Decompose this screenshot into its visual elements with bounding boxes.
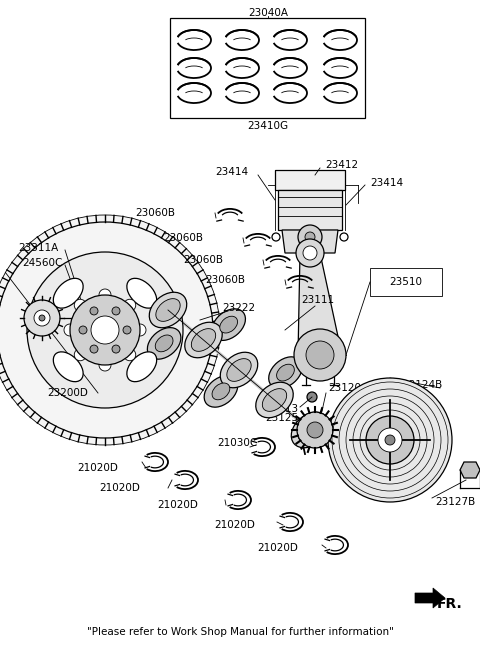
Text: 23124B: 23124B bbox=[402, 380, 442, 390]
Circle shape bbox=[272, 233, 280, 241]
Text: FR.: FR. bbox=[437, 597, 463, 611]
Circle shape bbox=[39, 315, 45, 321]
Circle shape bbox=[296, 239, 324, 267]
Ellipse shape bbox=[192, 329, 216, 352]
Text: 21020D: 21020D bbox=[257, 543, 298, 553]
Polygon shape bbox=[282, 230, 338, 253]
Circle shape bbox=[74, 349, 86, 361]
Text: 23111: 23111 bbox=[301, 295, 335, 305]
Circle shape bbox=[64, 324, 76, 336]
Text: 23510: 23510 bbox=[389, 277, 422, 287]
Circle shape bbox=[307, 422, 323, 438]
Text: 24340: 24340 bbox=[345, 395, 378, 405]
Ellipse shape bbox=[185, 322, 222, 358]
Circle shape bbox=[70, 295, 140, 365]
Ellipse shape bbox=[298, 419, 322, 441]
Circle shape bbox=[99, 359, 111, 371]
Circle shape bbox=[385, 435, 395, 445]
Circle shape bbox=[112, 307, 120, 315]
Ellipse shape bbox=[256, 382, 293, 418]
Ellipse shape bbox=[204, 376, 238, 407]
Circle shape bbox=[134, 324, 146, 336]
Text: 23120: 23120 bbox=[328, 383, 361, 393]
Circle shape bbox=[328, 378, 452, 502]
Text: 21020D: 21020D bbox=[77, 463, 118, 473]
Circle shape bbox=[307, 392, 317, 402]
Text: 23311A: 23311A bbox=[18, 243, 58, 253]
Ellipse shape bbox=[276, 364, 294, 381]
Polygon shape bbox=[278, 190, 342, 230]
Circle shape bbox=[90, 345, 98, 353]
Bar bbox=[170, 18, 365, 118]
Circle shape bbox=[0, 215, 220, 445]
Ellipse shape bbox=[220, 316, 238, 333]
Circle shape bbox=[297, 412, 333, 448]
Circle shape bbox=[91, 316, 119, 344]
Circle shape bbox=[340, 233, 348, 241]
Text: 21020D: 21020D bbox=[157, 500, 198, 510]
Text: 21020D: 21020D bbox=[99, 483, 140, 493]
Bar bbox=[370, 268, 442, 296]
Circle shape bbox=[24, 300, 60, 336]
Circle shape bbox=[305, 232, 315, 242]
Circle shape bbox=[123, 326, 131, 334]
Text: 21030C: 21030C bbox=[218, 438, 258, 448]
Ellipse shape bbox=[212, 383, 230, 400]
Circle shape bbox=[124, 299, 136, 311]
Text: 23513: 23513 bbox=[265, 404, 298, 414]
Text: 23414: 23414 bbox=[215, 167, 248, 177]
Circle shape bbox=[90, 307, 98, 315]
Polygon shape bbox=[275, 170, 345, 190]
Circle shape bbox=[99, 289, 111, 301]
Ellipse shape bbox=[227, 359, 251, 381]
Circle shape bbox=[378, 428, 402, 452]
Circle shape bbox=[124, 349, 136, 361]
Text: 23222: 23222 bbox=[222, 303, 255, 313]
Polygon shape bbox=[298, 253, 342, 355]
Circle shape bbox=[294, 329, 346, 381]
Text: "Please refer to Work Shop Manual for further information": "Please refer to Work Shop Manual for fu… bbox=[86, 627, 394, 637]
Polygon shape bbox=[415, 588, 445, 608]
Circle shape bbox=[74, 299, 86, 311]
Ellipse shape bbox=[127, 278, 156, 308]
Circle shape bbox=[112, 345, 120, 353]
Circle shape bbox=[298, 225, 322, 249]
Ellipse shape bbox=[156, 298, 180, 321]
Ellipse shape bbox=[220, 352, 258, 388]
Text: 23060B: 23060B bbox=[205, 275, 245, 285]
Text: 23414: 23414 bbox=[370, 178, 403, 188]
Text: 24560C: 24560C bbox=[22, 258, 62, 268]
Text: 23127B: 23127B bbox=[435, 497, 475, 507]
Text: 23060B: 23060B bbox=[163, 233, 203, 243]
Text: 23412: 23412 bbox=[325, 160, 358, 170]
Circle shape bbox=[34, 310, 50, 326]
Text: 23410G: 23410G bbox=[247, 121, 288, 131]
Text: 23125: 23125 bbox=[265, 413, 298, 423]
Ellipse shape bbox=[291, 412, 329, 448]
Ellipse shape bbox=[53, 352, 83, 382]
Circle shape bbox=[303, 246, 317, 260]
Ellipse shape bbox=[263, 388, 287, 411]
Circle shape bbox=[306, 341, 334, 369]
Text: 23060B: 23060B bbox=[183, 255, 223, 265]
Text: 21020D: 21020D bbox=[214, 520, 255, 530]
Ellipse shape bbox=[147, 327, 181, 359]
Circle shape bbox=[366, 416, 414, 464]
Circle shape bbox=[27, 252, 183, 408]
Text: 23040A: 23040A bbox=[248, 8, 288, 18]
Ellipse shape bbox=[269, 357, 302, 388]
Polygon shape bbox=[460, 462, 480, 478]
Ellipse shape bbox=[149, 293, 187, 328]
Ellipse shape bbox=[127, 352, 156, 382]
Circle shape bbox=[79, 326, 87, 334]
Bar bbox=[74, 313, 86, 323]
Ellipse shape bbox=[155, 335, 173, 352]
Ellipse shape bbox=[212, 309, 245, 340]
Text: 23200D: 23200D bbox=[48, 388, 88, 398]
Ellipse shape bbox=[53, 278, 83, 308]
Text: 23060B: 23060B bbox=[135, 208, 175, 218]
